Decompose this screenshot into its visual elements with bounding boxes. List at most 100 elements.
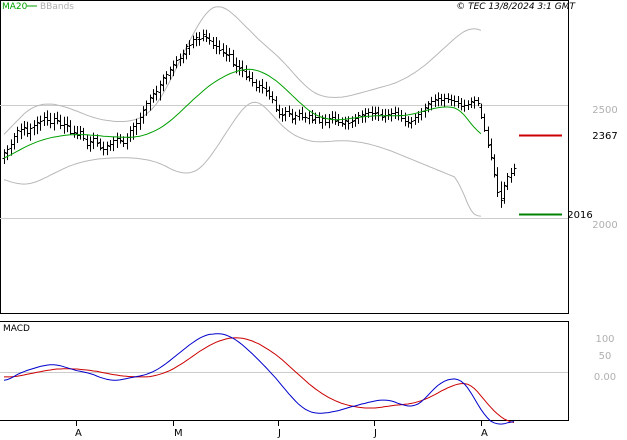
ohlc-bar <box>469 97 474 108</box>
ohlc-bar <box>333 111 338 125</box>
ohlc-bar <box>486 126 491 148</box>
ohlc-bar <box>505 173 510 190</box>
ohlc-bar <box>5 145 10 161</box>
ohlc-bar <box>174 56 179 69</box>
ohlc-bar <box>141 106 146 124</box>
ohlc-bar <box>433 94 438 108</box>
ohlc-bar <box>101 141 106 156</box>
ohlc-bar <box>476 97 481 107</box>
ohlc-bar <box>105 141 110 156</box>
plot-layer <box>0 6 568 425</box>
ohlc-bar <box>68 120 73 135</box>
macd-y-tick-0: 0.00 <box>594 372 616 383</box>
ohlc-bar <box>452 95 457 107</box>
ohlc-bar <box>509 168 514 183</box>
ohlc-bar <box>207 33 212 45</box>
ohlc-bar <box>274 96 279 113</box>
ohlc-bar <box>290 108 295 124</box>
ohlc-bar <box>492 154 497 178</box>
resistance-label: 2367 <box>592 131 617 142</box>
ohlc-bar <box>287 105 292 117</box>
ohlc-bar <box>78 126 83 140</box>
ohlc-bar <box>158 80 163 101</box>
ohlc-bar <box>456 95 461 109</box>
macd-signal-line <box>4 337 515 423</box>
ohlc-bar <box>125 133 130 150</box>
ohlc-bar <box>386 109 391 120</box>
ohlc-bar <box>204 29 209 42</box>
ohlc-bar <box>115 132 120 148</box>
ohlc-bar <box>211 36 216 49</box>
macd-line <box>3 333 515 425</box>
ohlc-bar <box>426 101 431 113</box>
ohlc-bar <box>191 35 196 49</box>
ohlc-bar <box>353 114 358 127</box>
ohlc-bar <box>201 29 206 42</box>
ohlc-bar <box>88 136 93 152</box>
ohlc-bar <box>489 138 494 161</box>
ohlc-bar <box>254 79 259 92</box>
ohlc-bar <box>138 112 143 130</box>
ohlc-bar <box>22 121 27 136</box>
ohlc-bar <box>283 107 288 122</box>
ohlc-bar <box>363 108 368 123</box>
ohlc-bar <box>181 49 186 64</box>
ohlc-bar <box>48 112 53 129</box>
ohlc-bar <box>45 110 50 126</box>
ohlc-bar <box>187 40 192 56</box>
ohlc-bar <box>118 134 123 144</box>
ohlc-bar <box>277 104 282 119</box>
ohlc-bar <box>446 93 451 103</box>
ohlc-bar <box>58 114 63 130</box>
ohlc-bar <box>111 136 116 152</box>
x-tick-label: A <box>75 428 82 439</box>
ma20-legend-label: MA20 <box>2 2 28 12</box>
ohlc-bar <box>502 181 507 204</box>
support-label: 2016 <box>567 210 592 221</box>
ohlc-bar <box>373 106 378 120</box>
y-tick-label-2000: 2000 <box>592 220 617 231</box>
ohlc-bar <box>495 167 500 197</box>
ohlc-bar <box>25 121 30 137</box>
ohlc-bar <box>85 134 90 150</box>
ohlc-bar <box>472 96 477 109</box>
ohlc-bar <box>72 125 77 138</box>
ohlc-bar <box>237 60 242 76</box>
ohlc-bar <box>462 99 467 112</box>
ohlc-bar <box>307 111 312 125</box>
ohlc-bar <box>499 181 504 208</box>
bbands-legend-label: BBands <box>40 2 74 12</box>
ohlc-bar <box>442 93 447 108</box>
ohlc-bar <box>303 112 308 123</box>
bollinger-lower-line <box>3 101 481 217</box>
ohlc-bar <box>247 70 252 82</box>
ohlc-bar <box>310 109 315 124</box>
ohlc-bar <box>214 36 219 55</box>
ohlc-bar <box>356 112 361 124</box>
ohlc-bar <box>270 91 275 104</box>
ohlc-bar <box>161 74 166 92</box>
ohlc-bar <box>2 149 7 164</box>
ohlc-bar <box>128 126 133 142</box>
ohlc-bar <box>413 114 418 125</box>
ohlc-bar <box>280 108 285 122</box>
ohlc-bar <box>151 89 156 103</box>
ohlc-bar <box>194 32 199 47</box>
ohlc-bar <box>482 113 487 132</box>
ohlc-bar <box>38 115 43 131</box>
macd-y-tick-100: 100 <box>595 334 614 345</box>
ohlc-bar <box>42 112 47 127</box>
ohlc-bar <box>95 134 100 147</box>
ohlc-bar <box>231 49 236 68</box>
ohlc-bar <box>154 85 159 101</box>
ohlc-bar <box>227 47 232 62</box>
bollinger-upper-line <box>3 6 482 135</box>
macd-y-tick-50: 50 <box>599 351 612 362</box>
ohlc-bar <box>406 116 411 128</box>
ma20-line <box>3 68 482 159</box>
ohlc-bar <box>323 114 328 126</box>
ohlc-bar <box>293 111 298 125</box>
ohlc-bar <box>267 86 272 100</box>
ohlc-bar <box>98 138 103 151</box>
